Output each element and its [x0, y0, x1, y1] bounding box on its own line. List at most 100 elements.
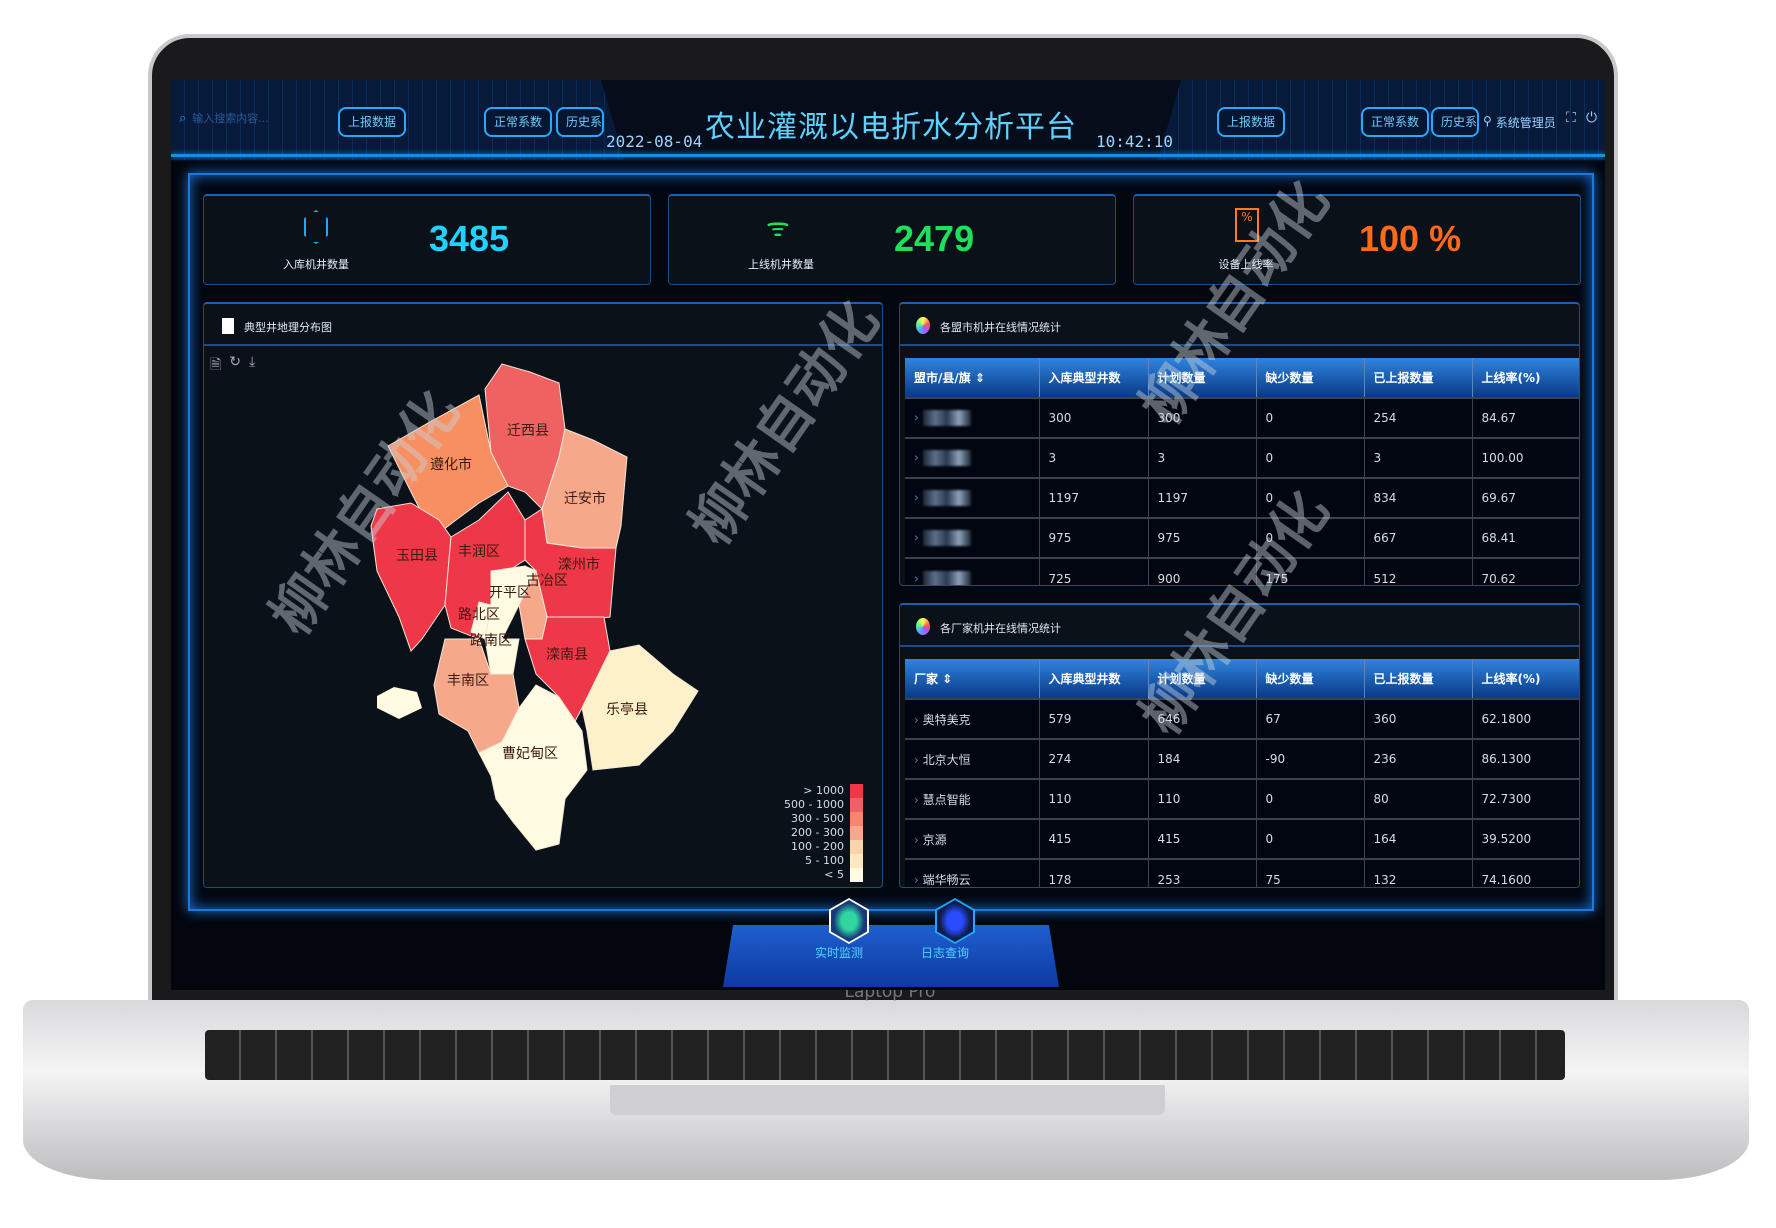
table-row[interactable]: › 300 300 0 254 84.67	[905, 397, 1579, 438]
restore-icon[interactable]: ↻	[229, 354, 241, 370]
column-header[interactable]: 厂家 ⇕	[905, 659, 1040, 699]
panel-header	[900, 605, 1579, 647]
table-cell: 110	[1039, 778, 1149, 819]
table-header-row: 盟市/县/旗 ⇕ 入库典型井数 计划数量 缺少数量 已上报数量 上线率(%)	[905, 358, 1579, 398]
panel-marker-icon	[222, 318, 234, 334]
expand-chevron-icon[interactable]: ›	[914, 712, 919, 727]
table-row[interactable]: › 975 975 0 667 68.41	[905, 517, 1579, 558]
table-cell: 72.7300	[1472, 778, 1579, 819]
table-cell: 1197	[1148, 477, 1257, 518]
map-toolbar: 🗎 ↻ ⤓	[210, 354, 255, 378]
history-coef-button[interactable]: 历史系数	[556, 107, 604, 137]
redacted-name	[922, 530, 971, 546]
redacted-name	[922, 490, 971, 506]
expand-chevron-icon[interactable]: ›	[914, 752, 919, 767]
normal-coef-button-right[interactable]: 正常系数	[1361, 107, 1430, 137]
table-cell: 0	[1256, 778, 1365, 819]
map-region[interactable]	[370, 502, 452, 652]
legend-swatch	[850, 826, 863, 840]
map-region-label: 乐亭县	[606, 701, 648, 718]
table-row[interactable]: › 725 900 175 512 70.62	[905, 557, 1579, 585]
table-cell: 975	[1039, 517, 1149, 558]
map-region[interactable]	[581, 644, 699, 771]
table-cell: 3	[1148, 437, 1257, 478]
expand-chevron-icon[interactable]: ›	[914, 832, 919, 847]
table-cell: 725	[1039, 557, 1149, 585]
legend-label: 100 - 200	[791, 840, 844, 853]
column-header: 已上报数量	[1364, 358, 1473, 398]
normal-coef-button[interactable]: 正常系数	[484, 107, 553, 137]
column-header[interactable]: 盟市/县/旗 ⇕	[905, 358, 1040, 398]
map-region[interactable]	[524, 508, 617, 623]
table-cell: 834	[1364, 477, 1473, 518]
column-header: 上线率(%)	[1472, 659, 1579, 699]
expand-chevron-icon[interactable]: ›	[914, 450, 919, 465]
legend-swatch	[850, 840, 863, 854]
table-cell: 178	[1039, 858, 1149, 887]
table-row[interactable]: › 1197 1197 0 834 69.67	[905, 477, 1579, 518]
nav-log-query[interactable]: 日志查询	[921, 898, 985, 961]
nav-realtime-monitor[interactable]: 实时监测	[815, 898, 879, 961]
table-cell: 236	[1364, 738, 1473, 779]
report-data-button[interactable]: 上报数据	[338, 107, 407, 137]
row-name-cell: › 端华畅云	[905, 858, 1040, 887]
legend-item[interactable]: 100 - 200	[784, 840, 863, 854]
expand-chevron-icon[interactable]: ›	[914, 490, 919, 505]
legend-item[interactable]: > 1000	[784, 784, 863, 798]
map-region-label: 路南区	[470, 633, 512, 649]
download-icon[interactable]: ⤓	[249, 354, 256, 370]
table-row[interactable]: › 京源 415 415 0 164 39.5200	[905, 818, 1579, 859]
table-cell: 415	[1148, 818, 1257, 859]
legend-item[interactable]: 5 - 100	[784, 854, 863, 868]
data-view-icon[interactable]: 🗎	[210, 357, 222, 373]
table-cell: 975	[1148, 517, 1257, 558]
keyboard	[205, 1030, 1565, 1080]
legend-label: > 1000	[803, 784, 844, 797]
legend-item[interactable]: 200 - 300	[784, 826, 863, 840]
radar-icon	[937, 900, 973, 942]
expand-chevron-icon[interactable]: ›	[914, 873, 919, 887]
map-island	[377, 687, 422, 719]
table-row[interactable]: › 奥特美克 579 646 67 360 62.1800	[905, 698, 1579, 739]
kpi-label: 设备上线率	[1218, 258, 1274, 271]
radar-icon	[831, 900, 867, 942]
map-region-label: 迁西县	[507, 423, 549, 439]
legend-swatch	[850, 868, 863, 882]
legend-item[interactable]: 500 - 1000	[784, 798, 863, 812]
legend-item[interactable]: 300 - 500	[784, 812, 863, 826]
sort-icon[interactable]: ⇕	[974, 371, 986, 385]
table-cell: 3	[1039, 437, 1149, 478]
table-row[interactable]: › 3 3 0 3 100.00	[905, 437, 1579, 478]
table-cell: 100.00	[1472, 437, 1579, 478]
panel-title: 各厂家机井在线情况统计	[940, 622, 1061, 635]
map-region[interactable]	[478, 684, 588, 851]
history-coef-button-right[interactable]: 历史系数	[1431, 107, 1479, 137]
map-region-label: 曹妃甸区	[502, 746, 558, 762]
sort-icon[interactable]: ⇕	[942, 672, 953, 686]
table-cell: 300	[1148, 397, 1257, 438]
map-panel-header	[204, 304, 882, 346]
expand-chevron-icon[interactable]: ›	[914, 792, 919, 807]
table-cell: 0	[1256, 818, 1365, 859]
legend-label: 300 - 500	[791, 812, 844, 825]
dashboard-screen: 农业灌溉以电折水分析平台 2022-08-04 10:42:10 ⌕ 输入搜索内…	[171, 80, 1605, 990]
report-data-button-right[interactable]: 上报数据	[1217, 107, 1286, 137]
nav-label: 实时监测	[814, 946, 863, 960]
table-row[interactable]: › 端华畅云 178 253 75 132 74.1600	[905, 858, 1579, 887]
table-cell: 900	[1148, 557, 1257, 585]
search-box[interactable]: ⌕ 输入搜索内容...	[179, 110, 269, 126]
table-cell: -90	[1256, 738, 1365, 779]
expand-chevron-icon[interactable]: ›	[914, 530, 919, 545]
legend-item[interactable]: < 5	[784, 868, 863, 882]
map-region-label: 丰润区	[458, 544, 500, 560]
map-region-label: 丰南区	[447, 673, 489, 689]
power-icon[interactable]: ⏻	[1586, 110, 1598, 126]
expand-chevron-icon[interactable]: ›	[914, 410, 919, 425]
user-menu[interactable]: ⚲ 系统管理员	[1483, 114, 1556, 131]
fullscreen-icon[interactable]: ⛶	[1566, 110, 1576, 126]
expand-chevron-icon[interactable]: ›	[914, 571, 919, 585]
table-row[interactable]: › 北京大恒 274 184 -90 236 86.1300	[905, 738, 1579, 779]
search-input[interactable]: 输入搜索内容...	[192, 112, 269, 125]
